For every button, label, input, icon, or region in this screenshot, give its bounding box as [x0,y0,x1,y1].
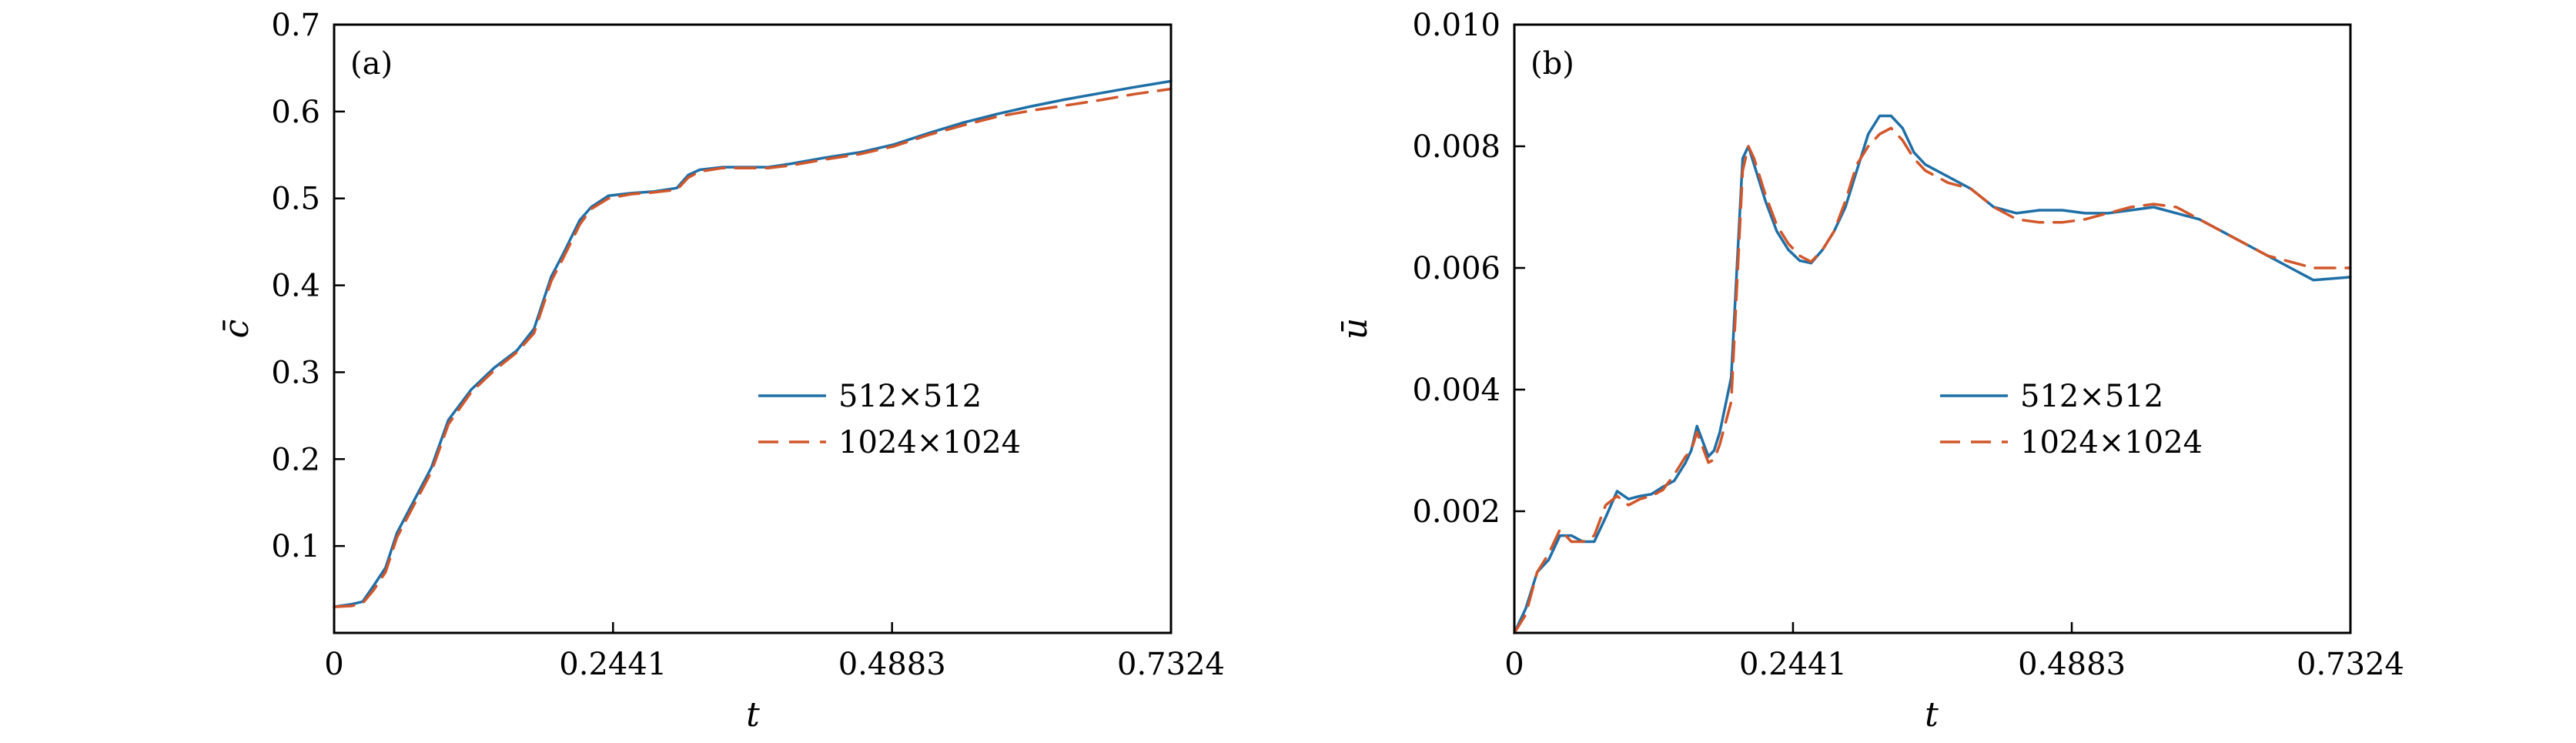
y-tick-label: 0.006 [1412,251,1500,286]
y-tick-label: 0.6 [271,95,320,130]
y-ticks: 0.1 0.2 0.3 0.4 0.5 0.6 0.7 [271,8,345,564]
y-tick-label: 0.7 [271,8,320,43]
x-tick-label: 0.4883 [2018,647,2126,682]
y-tick-label: 0.010 [1412,8,1500,43]
y-tick-label: 0.4 [271,269,320,304]
panel-label: (a) [350,46,393,82]
y-tick-label: 0.2 [271,442,320,477]
legend-label-512: 512×512 [2020,379,2163,414]
axes-frame [333,23,1173,634]
y-tick-label: 0.004 [1412,373,1500,408]
y-tick-label: 0.1 [271,529,320,564]
y-tick-label: 0.008 [1412,129,1500,165]
chart-panel-b: 0 0.2441 0.4883 0.7324 0.002 0.004 0.006 0.008… [1336,8,2404,735]
plot-lines [1513,114,2352,634]
y-axis-label: ū [1336,318,1375,340]
y-tick-label: 0.002 [1412,494,1500,530]
legend: 512×512 1024×1024 [758,379,1021,460]
x-tick-label: 0 [324,647,343,682]
y-tick-label: 0.3 [271,355,320,390]
y-ticks: 0.002 0.004 0.006 0.008 0.010 [1412,8,1525,530]
x-tick-label: 0.7324 [1117,647,1225,682]
x-tick-label: 0.2441 [1739,647,1847,682]
legend-label-1024: 1024×1024 [2020,425,2203,460]
legend: 512×512 1024×1024 [1940,379,2203,460]
legend-label-512: 512×512 [838,379,982,414]
x-axis-label: t [1925,695,1939,735]
chart-panel-a: 0 0.2441 0.4883 0.7324 0.10.20.30.40.50.60.… [217,8,1225,735]
x-ticks: 0 0.2441 0.4883 0.7324 [1504,622,2404,682]
y-tick-label: 0.5 [271,182,320,217]
x-ticks: 0 0.2441 0.4883 0.7324 [324,622,1225,682]
series-line-1024 [333,87,1173,608]
legend-label-1024: 1024×1024 [838,425,1021,460]
y-axis-label: c̄ [217,320,256,339]
plot-lines [333,79,1173,608]
x-tick-label: 0.7324 [2297,647,2404,682]
x-tick-label: 0.4883 [838,647,946,682]
panel-label: (b) [1531,46,1574,82]
x-axis-label: t [746,695,760,735]
series-line-1024 [1513,126,2352,634]
x-tick-label: 0 [1504,647,1524,682]
x-tick-label: 0.2441 [559,647,667,682]
axes-frame [1513,23,2352,634]
